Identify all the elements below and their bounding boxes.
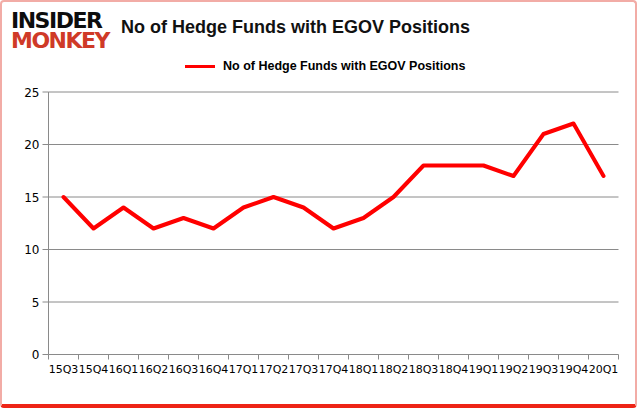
x-tick-label: 19Q4	[559, 363, 589, 376]
x-tick-label: 19Q1	[469, 363, 499, 376]
x-tick-label: 17Q1	[229, 363, 259, 376]
x-tick-label: 20Q1	[589, 363, 619, 376]
x-tick-label: 15Q3	[49, 363, 79, 376]
x-tick-label: 16Q4	[199, 363, 229, 376]
x-tick-label: 17Q2	[259, 363, 289, 376]
x-tick-label: 18Q4	[439, 363, 469, 376]
x-tick-label: 19Q3	[529, 363, 559, 376]
series-line	[64, 124, 604, 229]
x-tick-label: 16Q1	[109, 363, 139, 376]
x-tick-label: 19Q2	[499, 363, 529, 376]
y-tick-label: 5	[32, 296, 40, 310]
line-chart: 051015202515Q315Q416Q116Q216Q316Q417Q117…	[2, 2, 637, 408]
y-tick-label: 10	[24, 243, 39, 257]
y-tick-label: 15	[24, 191, 39, 205]
x-tick-label: 17Q4	[319, 363, 349, 376]
x-tick-label: 18Q1	[349, 363, 379, 376]
x-tick-label: 18Q2	[379, 363, 409, 376]
chart-card: INSIDER MONKEY No of Hedge Funds with EG…	[0, 0, 637, 408]
x-tick-label: 16Q3	[169, 363, 199, 376]
x-tick-label: 16Q2	[139, 363, 169, 376]
y-tick-label: 25	[24, 86, 39, 100]
y-tick-label: 0	[32, 348, 40, 362]
y-tick-label: 20	[24, 138, 39, 152]
x-tick-label: 18Q3	[409, 363, 439, 376]
x-tick-label: 17Q3	[289, 363, 319, 376]
x-tick-label: 15Q4	[79, 363, 109, 376]
